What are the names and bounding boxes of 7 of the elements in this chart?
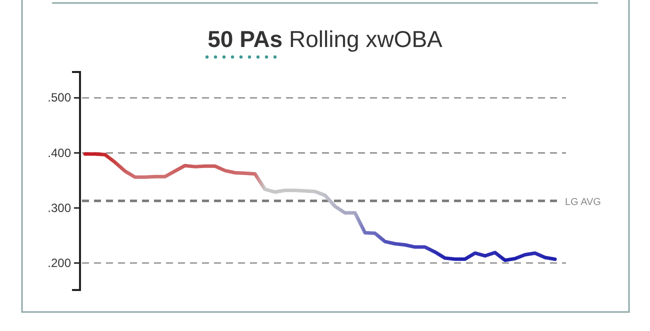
- chart-title: 50 PAs Rolling xwOBA: [208, 26, 444, 52]
- y-tick-label: .400: [48, 146, 72, 160]
- line-series: [83, 152, 557, 262]
- ref-line-label: LG AVG: [565, 196, 602, 208]
- y-tick-label: .300: [48, 200, 72, 215]
- y-tick-label: .200: [48, 256, 72, 270]
- y-tick-label: .500: [48, 90, 72, 105]
